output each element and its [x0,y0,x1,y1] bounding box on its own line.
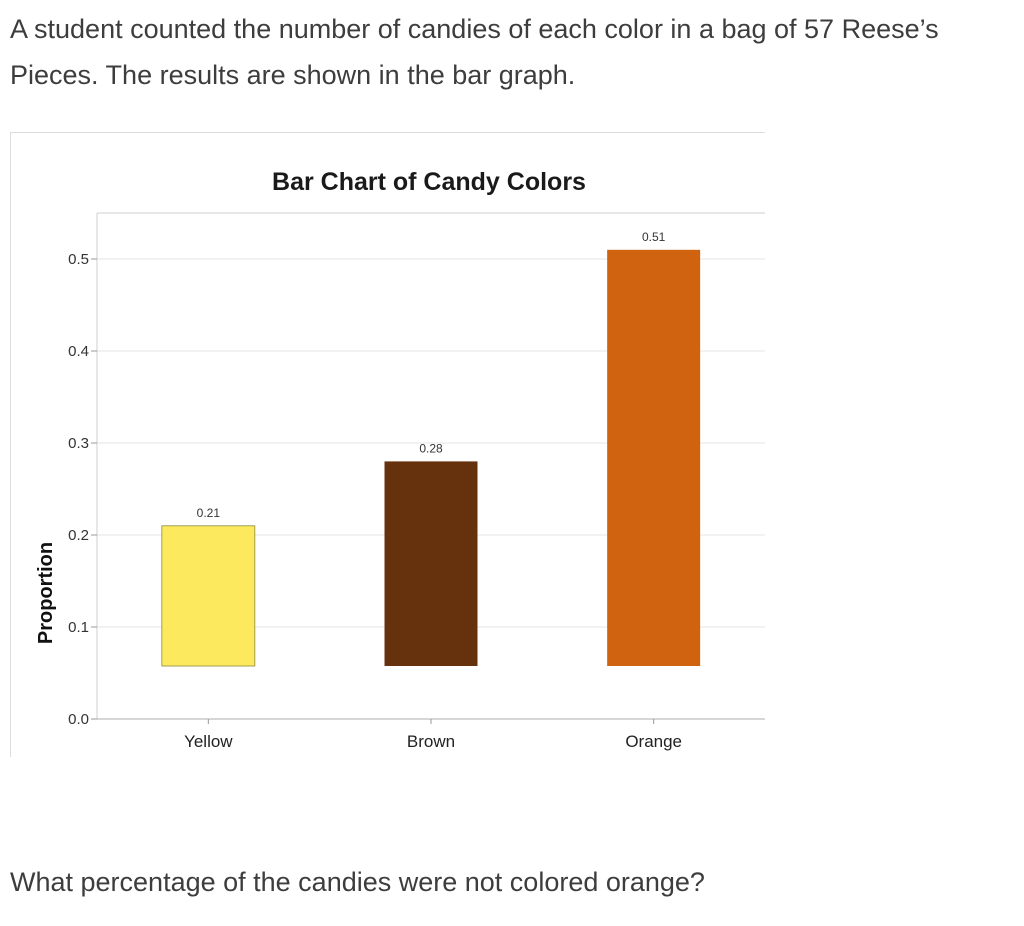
y-tick-label: 0.1 [68,619,89,636]
y-tick-label: 0.3 [68,435,89,452]
question-prompt: What percentage of the candies were not … [10,867,705,897]
y-tick-label: 0.5 [68,251,89,268]
y-tick-label: 0.0 [68,711,89,728]
x-tick-label-orange: Orange [625,732,682,751]
data-label-orange: 0.51 [642,230,666,244]
y-axis-label: Proportion [35,542,57,644]
question-intro: A student counted the number of candies … [10,14,939,90]
bars [161,249,701,667]
bar-orange [607,249,701,667]
y-tick-label: 0.2 [68,527,89,544]
data-label-yellow: 0.21 [197,506,221,520]
data-label-brown: 0.28 [419,441,443,455]
axes [91,212,765,724]
x-tick-label-yellow: Yellow [184,732,233,751]
bar-brown [384,461,478,666]
bar-chart-figure: Bar Chart of Candy Colors Proportion 0.0… [10,132,765,757]
chart-title: Bar Chart of Candy Colors [272,168,586,196]
y-tick-label: 0.4 [68,343,89,360]
bar-yellow [161,525,256,667]
labels: 0.0 0.1 0.2 0.3 0.4 0.5 0.21 Yellow 0.28 Brown 0.5… [68,230,682,751]
x-tick-label-brown: Brown [407,732,455,751]
bar-chart: Bar Chart of Candy Colors Proportion 0.0… [35,168,765,751]
